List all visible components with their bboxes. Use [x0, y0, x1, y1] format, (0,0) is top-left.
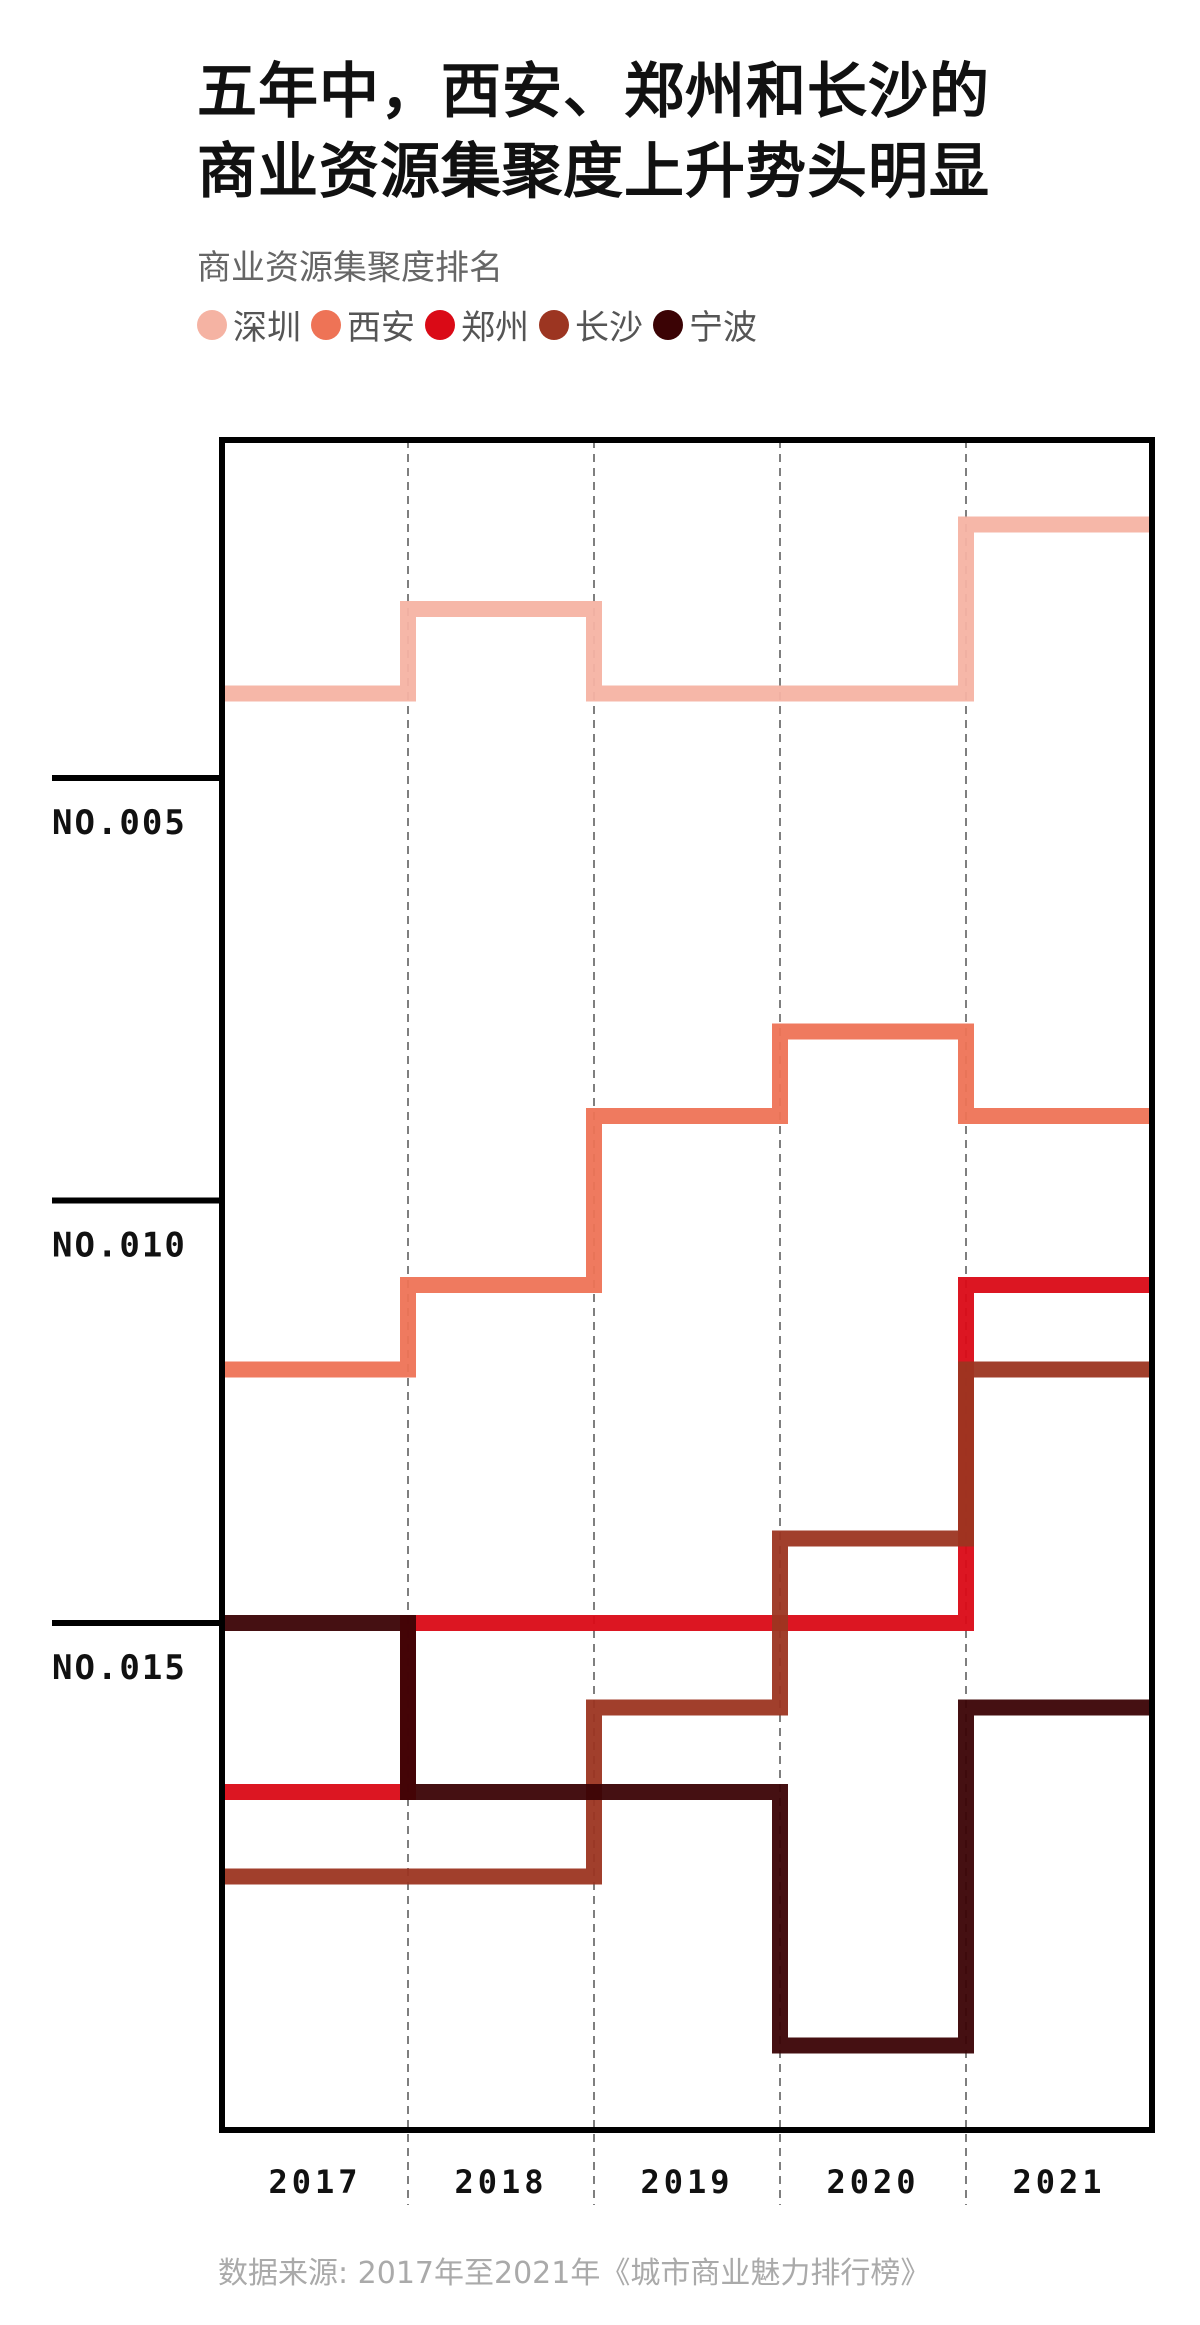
chart-subtitle: 商业资源集聚度排名: [197, 248, 503, 288]
y-tick-label: NO.015: [52, 1648, 187, 1688]
legend-dot-icon: [539, 309, 569, 340]
x-tick-label: 2017: [268, 2163, 361, 2201]
legend-item: 长沙: [539, 300, 643, 349]
legend-dot-icon: [653, 309, 683, 340]
y-tick-label: NO.010: [52, 1226, 187, 1266]
x-tick-label: 2019: [640, 2163, 733, 2201]
legend-dot-icon: [425, 309, 455, 340]
legend-item: 郑州: [425, 300, 529, 349]
legend-label: 深圳: [233, 308, 301, 348]
chart-title: 五年中，西安、郑州和长沙的 商业资源集聚度上升势头明显: [197, 57, 990, 207]
x-tick-label: 2018: [454, 2163, 547, 2201]
source-note: 数据来源: 2017年至2021年《城市商业魅力排行榜》: [218, 2256, 931, 2291]
series-line-3: [222, 1361, 1152, 1885]
legend-label: 长沙: [575, 308, 643, 348]
legend-dot-icon: [197, 309, 227, 340]
series-line-0: [222, 516, 1152, 702]
y-tick-label: NO.005: [52, 803, 187, 843]
x-tick-label: 2021: [1012, 2163, 1105, 2201]
legend: 深圳 西安 郑州 长沙 宁波: [197, 300, 767, 349]
legend-item: 西安: [311, 300, 415, 349]
plot-frame: [219, 437, 1155, 2133]
legend-dot-icon: [311, 309, 341, 340]
legend-label: 西安: [347, 308, 415, 348]
series-line-2: [222, 1277, 1152, 1800]
x-tick-label: 2020: [826, 2163, 919, 2201]
legend-label: 宁波: [689, 308, 757, 348]
legend-label: 郑州: [461, 308, 529, 348]
legend-item: 宁波: [653, 300, 757, 349]
series-line-1: [222, 1023, 1152, 1378]
legend-item: 深圳: [197, 300, 301, 349]
series-line-4: [222, 1615, 1152, 2054]
